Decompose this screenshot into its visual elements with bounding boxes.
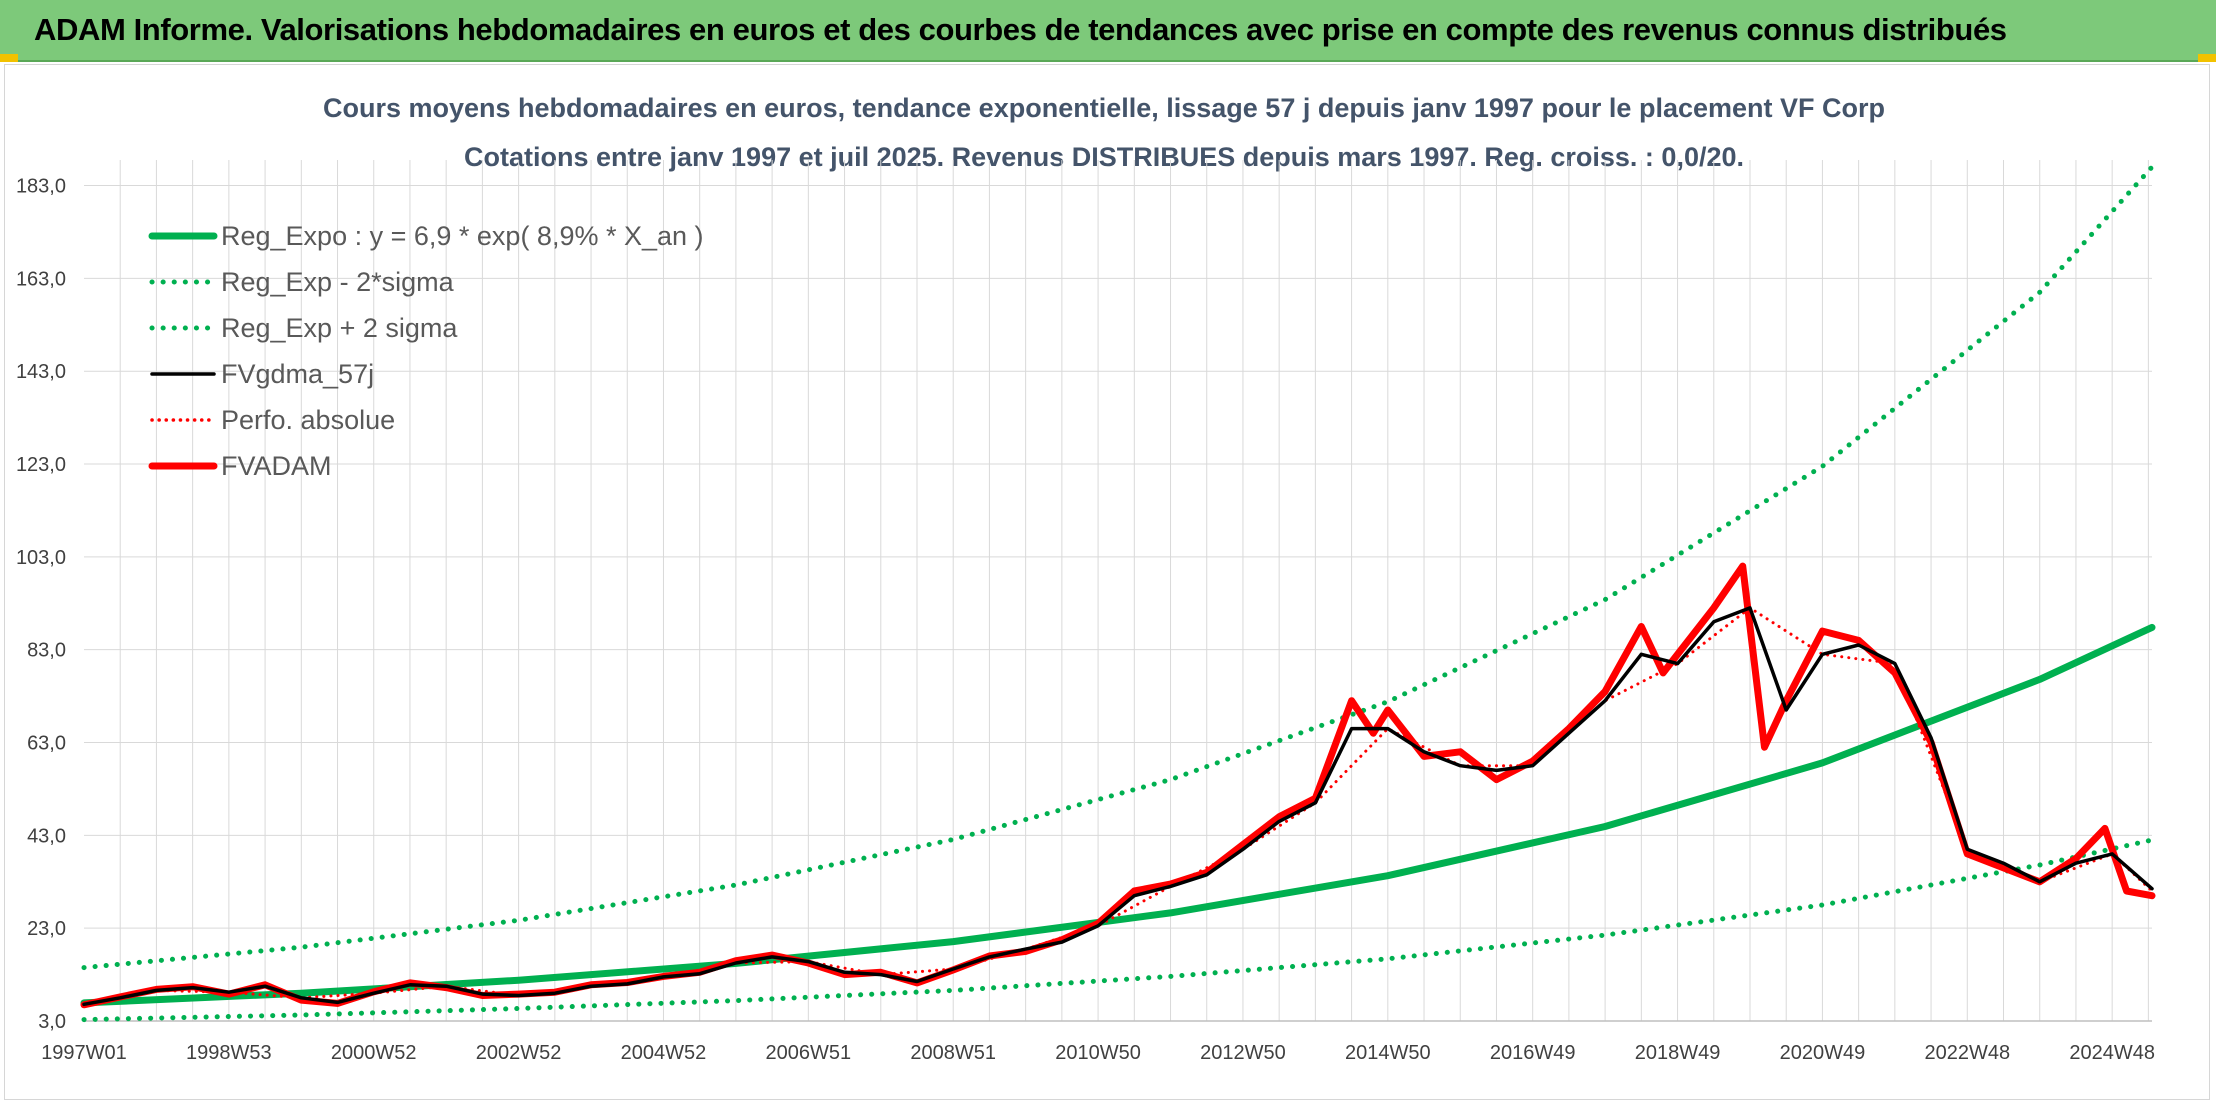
chart-title-line1: Cours moyens hebdomadaires en euros, ten…	[323, 93, 1885, 123]
series-line-5	[80, 562, 2156, 1009]
legend-label: FVgdma_57j	[221, 359, 374, 389]
y-tick-label: 83,0	[27, 640, 66, 662]
x-tick-label: 2010W50	[1055, 1042, 1141, 1064]
series-line-1	[81, 837, 2155, 1023]
banner-corner-left	[0, 54, 18, 62]
y-tick-label: 123,0	[16, 454, 66, 476]
y-tick-label: 23,0	[27, 918, 66, 940]
y-tick-label: 63,0	[27, 733, 66, 755]
series-line-2	[81, 164, 2155, 971]
x-tick-label: 1997W01	[41, 1042, 127, 1064]
x-tick-label: 2024W48	[2069, 1042, 2155, 1064]
chart-area	[4, 64, 2210, 1100]
x-tick-label: 1998W53	[186, 1042, 272, 1064]
y-tick-label: 3,0	[38, 1011, 66, 1033]
y-tick-label: 163,0	[16, 268, 66, 290]
chart-title-line2: Cotations entre janv 1997 et juil 2025. …	[464, 142, 1744, 172]
legend-label: FVADAM	[221, 451, 332, 481]
x-tick-label: 2004W52	[621, 1042, 707, 1064]
legend-label: Reg_Expo : y = 6,9 * exp( 8,9% * X_an )	[221, 221, 704, 251]
x-tick-label: 2016W49	[1490, 1042, 1576, 1064]
report-banner: ADAM Informe. Valorisations hebdomadaire…	[0, 0, 2216, 62]
x-tick-label: 2022W48	[1924, 1042, 2010, 1064]
legend-label: Reg_Exp - 2*sigma	[221, 267, 455, 297]
series-line-4	[82, 606, 2154, 1006]
banner-corner-right	[2198, 54, 2216, 62]
x-tick-label: 2020W49	[1780, 1042, 1866, 1064]
x-tick-label: 2000W52	[331, 1042, 417, 1064]
legend-label: Perfo. absolue	[221, 405, 395, 435]
x-tick-label: 2002W52	[476, 1042, 562, 1064]
legend-label: Reg_Exp + 2 sigma	[221, 313, 458, 343]
y-tick-label: 103,0	[16, 547, 66, 569]
x-tick-label: 2012W50	[1200, 1042, 1286, 1064]
y-tick-label: 43,0	[27, 825, 66, 847]
y-tick-label: 143,0	[16, 361, 66, 383]
x-tick-label: 2018W49	[1635, 1042, 1721, 1064]
x-tick-label: 2006W51	[766, 1042, 852, 1064]
series-line-0	[80, 623, 2156, 1007]
x-tick-label: 2014W50	[1345, 1042, 1431, 1064]
x-tick-label: 2008W51	[910, 1042, 996, 1064]
y-tick-label: 183,0	[16, 176, 66, 198]
series-line-3	[82, 606, 2154, 1007]
report-title: ADAM Informe. Valorisations hebdomadaire…	[34, 12, 2007, 47]
